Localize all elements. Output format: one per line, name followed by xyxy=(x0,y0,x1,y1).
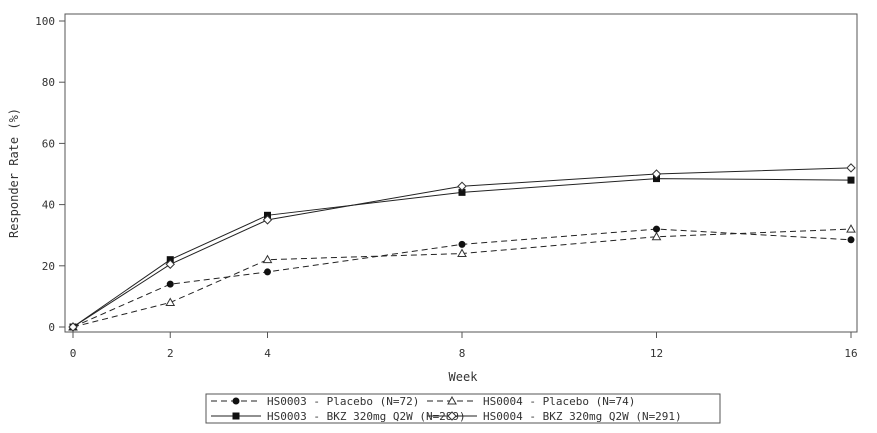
data-point xyxy=(264,268,271,276)
y-axis: 0 20 40 60 80 100 xyxy=(35,15,65,334)
series-line xyxy=(72,228,852,328)
series-hs0003-placebo-n-72 xyxy=(69,225,855,331)
data-point xyxy=(457,181,467,191)
data-point xyxy=(262,215,273,225)
y-tick-label: 40 xyxy=(42,199,55,212)
y-tick-label: 80 xyxy=(42,76,55,89)
legend-marker xyxy=(232,412,240,420)
data-point xyxy=(653,225,660,233)
data-point xyxy=(846,163,856,173)
x-tick-label: 2 xyxy=(167,347,174,360)
series-line xyxy=(72,167,852,328)
y-axis-label: Responder Rate (%) xyxy=(7,108,21,238)
legend-item: HS0004 - Placebo (N=74) xyxy=(427,395,635,408)
data-point xyxy=(846,224,856,233)
data-point xyxy=(651,231,662,241)
y-tick-label: 60 xyxy=(42,137,55,150)
legend-item: HS0003 - Placebo (N=72) xyxy=(211,395,419,408)
legend-marker xyxy=(447,411,457,421)
legend: HS0003 - Placebo (N=72) HS0004 - Placebo … xyxy=(205,393,721,424)
x-tick-label: 12 xyxy=(650,347,663,360)
data-point xyxy=(847,236,855,244)
legend-label: HS0003 - BKZ 320mg Q2W (N=289) xyxy=(267,410,466,423)
data-point xyxy=(457,248,467,258)
data-point xyxy=(847,176,855,184)
legend-label: HS0004 - BKZ 320mg Q2W (N=291) xyxy=(483,410,682,423)
data-point xyxy=(68,322,78,332)
legend-label: HS0003 - Placebo (N=72) xyxy=(267,395,419,408)
series-hs0004-bkz-320mg-q2w-n-291 xyxy=(68,163,856,332)
x-tick-label: 4 xyxy=(264,347,271,360)
x-axis: 0 2 4 8 12 16 xyxy=(70,332,858,360)
legend-label: HS0004 - Placebo (N=74) xyxy=(483,395,635,408)
series-layer xyxy=(68,163,856,332)
x-tick-label: 16 xyxy=(844,347,857,360)
data-point xyxy=(458,240,466,248)
y-tick-label: 0 xyxy=(48,321,55,334)
data-point xyxy=(166,280,174,288)
plot-frame xyxy=(64,13,858,333)
series-line xyxy=(72,228,852,328)
x-tick-label: 8 xyxy=(459,347,466,360)
legend-marker xyxy=(232,397,240,405)
legend-item: HS0003 - BKZ 320mg Q2W (N=289) xyxy=(211,410,466,423)
data-point xyxy=(262,254,273,264)
legend-marker xyxy=(447,395,457,405)
y-tick-label: 100 xyxy=(35,15,55,28)
data-point xyxy=(165,297,176,307)
data-point xyxy=(165,259,175,269)
legend-item: HS0004 - BKZ 320mg Q2W (N=291) xyxy=(427,410,682,423)
series-hs0004-placebo-n-74 xyxy=(68,224,856,331)
legend-items: HS0003 - Placebo (N=72) HS0004 - Placebo … xyxy=(211,395,682,423)
data-point xyxy=(651,169,662,179)
x-axis-label: Week xyxy=(449,370,479,384)
y-tick-label: 20 xyxy=(42,260,55,273)
legend-box xyxy=(205,393,721,424)
series-line xyxy=(72,178,852,328)
x-tick-label: 0 xyxy=(70,347,77,360)
